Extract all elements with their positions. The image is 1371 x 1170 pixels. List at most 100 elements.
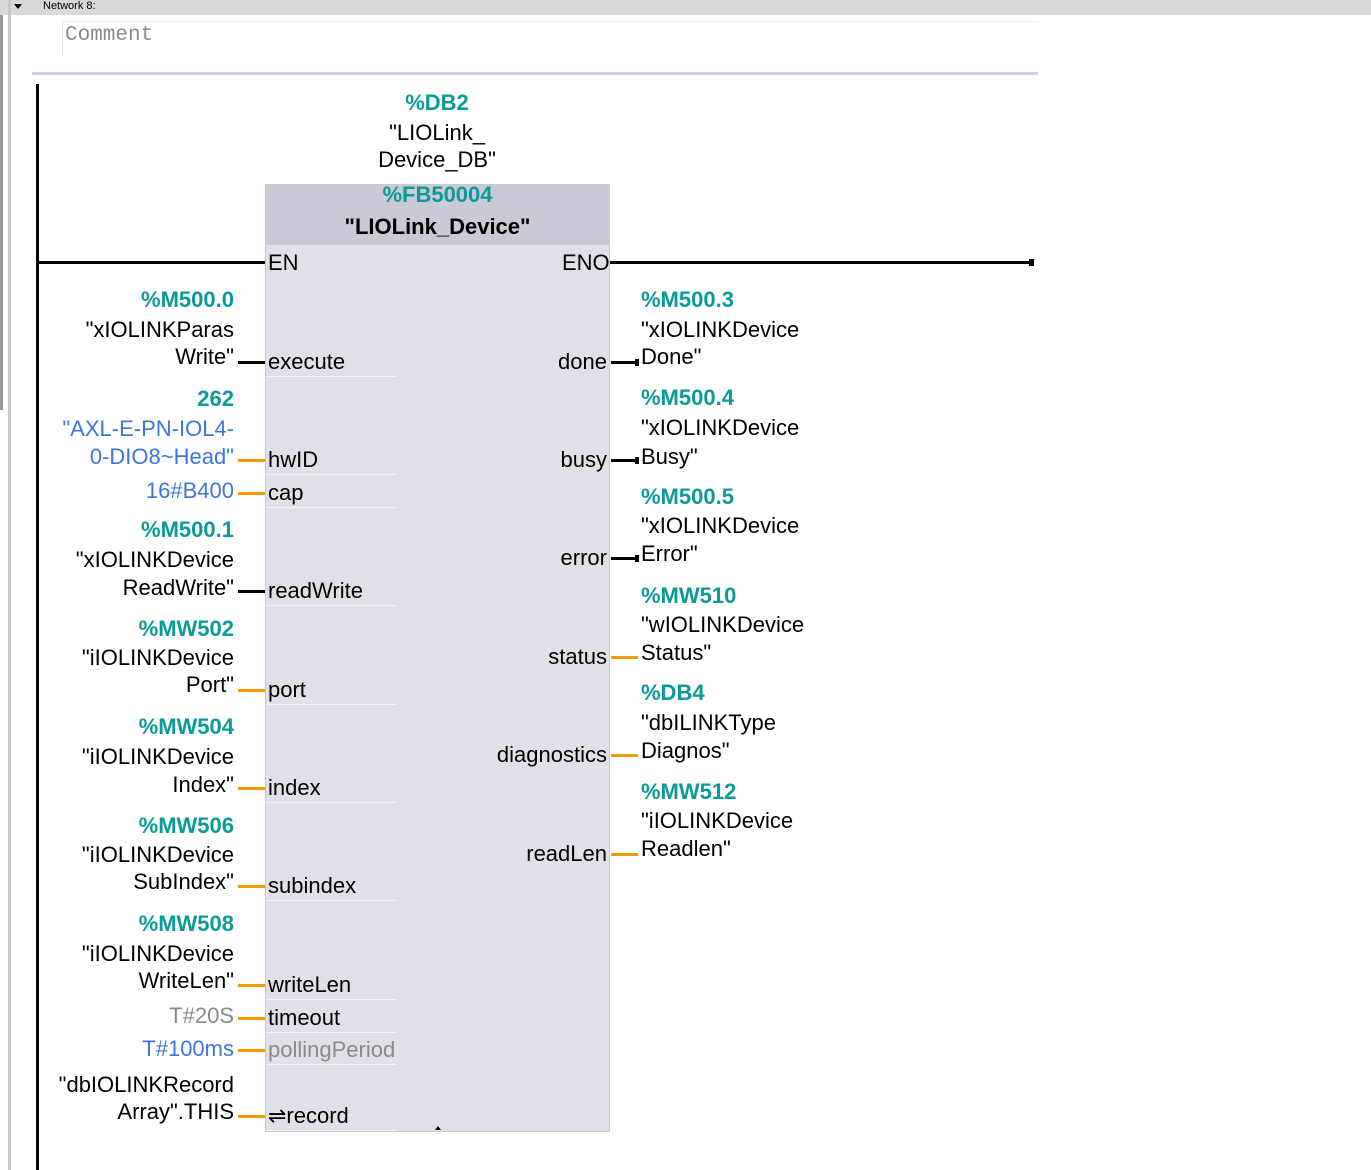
output-operand-0[interactable]: %M500.5 — [641, 484, 734, 509]
pin-subindex[interactable]: subindex — [268, 873, 357, 898]
pin-status[interactable]: status — [548, 644, 607, 669]
input-operand-0[interactable]: 16#B400 — [145, 478, 234, 503]
network-separator — [32, 72, 1038, 75]
function-block[interactable] — [265, 184, 610, 1132]
pin-record[interactable]: ⇌record — [268, 1103, 349, 1128]
input-operand-1[interactable]: "xIOLINKDevice — [75, 547, 234, 572]
pin-cap[interactable]: cap — [268, 480, 304, 505]
instance-db-address: %DB2 — [405, 90, 469, 115]
input-operand-1[interactable]: "AXL-E-PN-IOL4- — [62, 416, 234, 441]
input-operand-2[interactable]: Index" — [172, 772, 234, 797]
output-operand-1[interactable]: "xIOLINKDevice — [641, 415, 800, 440]
input-operand-0[interactable]: %M500.1 — [141, 517, 234, 542]
input-wire — [238, 590, 265, 593]
input-operand-1[interactable]: "iIOLINKDevice — [81, 842, 234, 867]
input-operand-0[interactable]: %MW508 — [138, 911, 234, 936]
input-operand-2[interactable]: Port" — [185, 672, 234, 697]
network-comment-field[interactable]: Comment — [62, 21, 1039, 56]
pin-underline — [266, 704, 396, 705]
input-operand-1[interactable]: "iIOLINKDevice — [81, 645, 234, 670]
network-title: Network 8: — [43, 0, 96, 12]
input-operand-0[interactable]: %MW502 — [138, 616, 234, 641]
pin-port[interactable]: port — [268, 677, 306, 702]
input-operand-0[interactable]: %M500.0 — [141, 287, 234, 312]
output-operand-0[interactable]: %MW512 — [641, 779, 737, 804]
left-scroll-edge — [0, 15, 3, 410]
output-operand-2[interactable]: Status" — [641, 640, 712, 665]
input-operand-0[interactable]: %MW506 — [138, 813, 234, 838]
input-wire — [238, 787, 265, 790]
pin-readWrite[interactable]: readWrite — [268, 578, 363, 603]
pin-underline — [266, 802, 396, 803]
output-wire — [611, 656, 638, 659]
output-operand-1[interactable]: "wIOLINKDevice — [641, 612, 805, 637]
pin-underline — [266, 376, 396, 377]
input-operand-0[interactable]: T#100ms — [142, 1036, 234, 1061]
network-header-bar — [0, 0, 1371, 15]
pin-en[interactable]: EN — [268, 250, 299, 275]
pin-readLen[interactable]: readLen — [526, 841, 607, 866]
power-rail — [36, 84, 39, 1170]
output-operand-0[interactable]: %MW510 — [641, 583, 737, 608]
eno-wire — [610, 261, 1032, 264]
input-wire — [238, 492, 265, 495]
block-name: "LIOLink_Device" — [344, 214, 531, 239]
input-operand-2[interactable]: 0-DIO8~Head" — [89, 444, 234, 469]
input-wire — [238, 1017, 265, 1020]
pin-eno[interactable]: ENO — [562, 250, 610, 275]
input-wire — [238, 459, 265, 462]
output-operand-1[interactable]: "dbILINKType — [641, 710, 776, 735]
output-wire-end — [635, 359, 639, 366]
pin-underline — [266, 605, 396, 606]
block-address: %FB50004 — [382, 182, 493, 207]
input-operand-0[interactable]: "dbIOLINKRecord — [58, 1072, 234, 1097]
output-operand-2[interactable]: Readlen" — [641, 836, 731, 861]
output-wire-end — [635, 555, 639, 562]
input-operand-2[interactable]: Write" — [175, 344, 234, 369]
input-operand-0[interactable]: %MW504 — [138, 714, 234, 739]
input-wire — [238, 1049, 265, 1052]
output-operand-2[interactable]: Diagnos" — [641, 738, 730, 763]
output-operand-2[interactable]: Done" — [641, 344, 702, 369]
input-operand-0[interactable]: 262 — [197, 386, 234, 411]
input-operand-1[interactable]: "iIOLINKDevice — [81, 744, 234, 769]
output-operand-2[interactable]: Error" — [641, 541, 698, 566]
output-operand-1[interactable]: "xIOLINKDevice — [641, 513, 800, 538]
pin-hwID[interactable]: hwID — [268, 447, 319, 472]
eno-wire-end — [1029, 259, 1034, 266]
input-operand-1[interactable]: "iIOLINKDevice — [81, 941, 234, 966]
pin-error[interactable]: error — [560, 545, 607, 570]
pin-underline — [266, 1064, 396, 1065]
pin-busy[interactable]: busy — [560, 447, 607, 472]
input-wire — [238, 361, 265, 364]
input-operand-1[interactable]: Array".THIS — [117, 1099, 234, 1124]
pin-pollingPeriod[interactable]: pollingPeriod — [268, 1037, 396, 1062]
pin-underline — [266, 900, 396, 901]
input-operand-2[interactable]: SubIndex" — [133, 869, 234, 894]
output-wire-end — [635, 457, 639, 464]
input-wire — [238, 689, 265, 692]
output-operand-2[interactable]: Busy" — [641, 444, 698, 469]
pin-writeLen[interactable]: writeLen — [268, 972, 352, 997]
input-operand-2[interactable]: ReadWrite" — [122, 575, 234, 600]
pin-underline — [266, 474, 396, 475]
pin-done[interactable]: done — [558, 349, 607, 374]
output-wire — [611, 361, 638, 364]
output-operand-0[interactable]: %M500.4 — [641, 385, 734, 410]
pin-timeout[interactable]: timeout — [268, 1005, 341, 1030]
input-operand-2[interactable]: WriteLen" — [138, 968, 234, 993]
expand-block-arrow-icon[interactable] — [435, 1126, 441, 1130]
input-operand-1[interactable]: "xIOLINKParas — [85, 317, 234, 342]
input-operand-0[interactable]: T#20S — [169, 1003, 234, 1028]
output-operand-0[interactable]: %DB4 — [641, 680, 705, 705]
pin-underline — [266, 1130, 396, 1131]
pin-diagnostics[interactable]: diagnostics — [496, 742, 607, 767]
pin-execute[interactable]: execute — [268, 349, 346, 374]
output-operand-0[interactable]: %M500.3 — [641, 287, 734, 312]
collapse-triangle-icon[interactable] — [14, 4, 22, 9]
input-wire — [238, 885, 265, 888]
output-operand-1[interactable]: "iIOLINKDevice — [641, 808, 794, 833]
output-operand-1[interactable]: "xIOLINKDevice — [641, 317, 800, 342]
output-wire — [611, 459, 638, 462]
pin-index[interactable]: index — [268, 775, 321, 800]
